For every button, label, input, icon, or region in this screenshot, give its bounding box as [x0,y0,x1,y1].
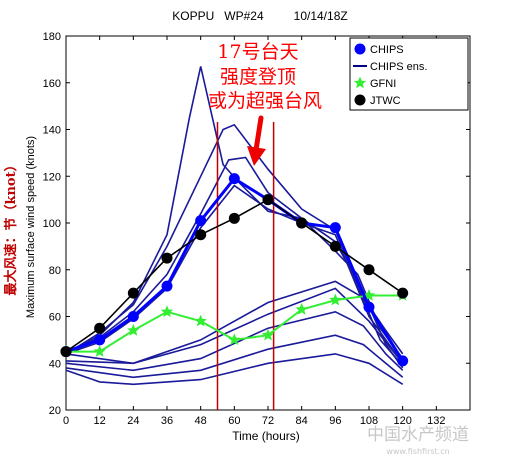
x-tick-label: 72 [262,415,274,427]
annotation-line-1: 17号台天 [217,41,298,63]
ensemble-line-4 [65,184,404,364]
annotation-text: 17号台天 强度登顶 或为超强台风 [208,41,322,112]
y-tick-label: 40 [49,358,61,370]
x-tick-label: 24 [127,415,139,427]
y-tick-label: 100 [43,218,61,230]
jtwc-point [161,252,173,264]
legend: CHIPS CHIPS ens. GFNI JTWC [349,37,469,111]
ensemble-line-2 [65,123,404,367]
legend-box [349,37,469,111]
y-axis-label: Maximum surface wind speed (knots) [25,136,37,318]
legend-marker-gfni [353,76,367,89]
chips-point [195,215,207,227]
chips-point [228,173,240,185]
y-tick-label: 160 [43,78,61,90]
jtwc-point [397,287,409,299]
y-tick-label: 20 [49,405,61,417]
legend-label-chips: CHIPS [370,44,404,56]
chart-title: KOPPU WP#24 10/14/18Z [172,9,347,23]
y-tick-label: 80 [49,265,61,277]
gfni-point [194,314,207,327]
x-tick-label: 96 [329,415,341,427]
legend-marker-jtwc [354,94,366,106]
gfni-point [329,293,342,306]
x-tick-label: 60 [228,415,240,427]
ensemble-line-6 [65,310,404,372]
ensemble-line-8 [65,353,404,386]
gfni-point [160,305,174,318]
gfni-point [295,303,308,315]
y-tick-label: 120 [43,171,61,183]
x-tick-label: 12 [94,415,106,427]
watermark: 中国水产频道 www.fishfirst.cn [367,425,469,456]
watermark-url: www.fishfirst.cn [386,447,449,456]
legend-marker-chips [354,43,366,55]
gfni-point [228,333,241,346]
legend-label-jtwc: JTWC [370,95,401,107]
gfni-point [261,328,275,341]
gfni-point [127,324,140,336]
y-tick-label: 180 [43,31,61,43]
annotation-arrow [247,115,266,166]
ensemble-line-7 [65,334,404,379]
chips-point [94,334,106,346]
ensemble-line-9 [65,287,404,365]
y-tick-label: 140 [43,125,61,137]
jtwc-point [60,346,72,358]
side-label: 最大风速：节（knot） [3,158,19,295]
jtwc-point [296,217,308,229]
annotation-line-3: 或为超强台风 [208,90,322,112]
x-tick-label: 108 [360,415,378,427]
jtwc-point [363,264,375,276]
jtwc-point [262,194,274,206]
annotation-line-2: 强度登顶 [220,66,296,88]
gfni-point [93,345,106,357]
x-tick-label: 0 [63,415,69,427]
chips-point [363,301,375,313]
x-tick-label: 84 [296,415,308,427]
jtwc-point [94,322,106,334]
x-tick-label: 120 [393,415,411,427]
jtwc-point [127,287,139,299]
x-tick-label: 132 [427,415,445,427]
chips-point [329,222,341,234]
y-tick-label: 60 [49,312,61,324]
legend-label-chips-ens: CHIPS ens. [370,61,427,73]
chips-point [127,311,139,322]
x-tick-label: 48 [195,415,207,427]
jtwc-point [228,212,240,224]
legend-label-gfni: GFNI [370,78,396,90]
x-tick-label: 36 [161,415,173,427]
chips-point [397,355,409,367]
jtwc-point [329,240,341,252]
x-axis-label: Time (hours) [232,429,300,443]
chips-point [161,280,173,292]
watermark-text: 中国水产频道 [367,425,469,445]
jtwc-point [195,229,207,241]
